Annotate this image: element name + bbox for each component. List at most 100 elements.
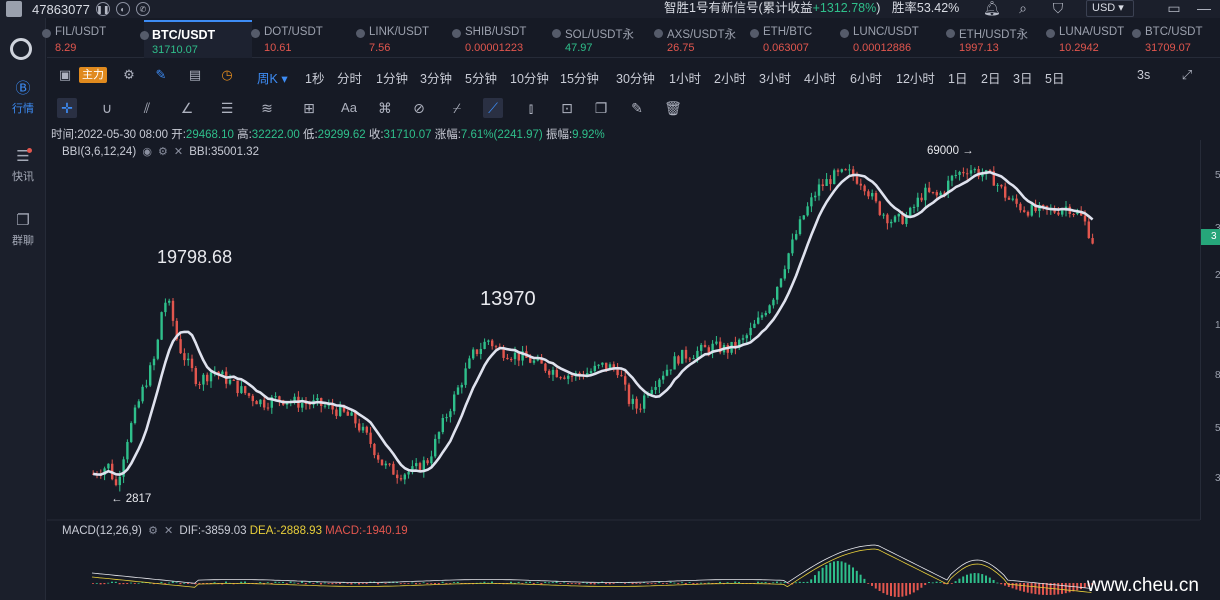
candle-body bbox=[415, 463, 418, 467]
phone-icon[interactable]: ✆ bbox=[135, 2, 150, 16]
clock-icon[interactable]: ◷ bbox=[221, 67, 233, 82]
interval-item[interactable]: 5分钟 bbox=[465, 72, 497, 86]
macd-bar bbox=[814, 575, 816, 583]
candle-body bbox=[878, 201, 881, 215]
interval-item[interactable]: 分时 bbox=[337, 72, 363, 86]
candle-body bbox=[274, 396, 277, 398]
price-chart[interactable] bbox=[47, 0, 1200, 600]
macd-bar bbox=[624, 583, 626, 584]
pattern-icon[interactable]: ⟋ bbox=[483, 98, 503, 118]
candle-body bbox=[183, 353, 186, 361]
candle-body bbox=[1076, 212, 1079, 215]
interval-weekly[interactable]: 周K ▾ bbox=[257, 72, 288, 86]
macd-bar bbox=[810, 579, 813, 583]
search-icon[interactable]: ⌕ bbox=[1019, 0, 1027, 16]
candle-body bbox=[1030, 204, 1033, 216]
candle-body bbox=[791, 239, 794, 254]
macd-bar bbox=[760, 582, 763, 584]
interval-item[interactable]: 2日 bbox=[981, 72, 1001, 86]
crosshair-icon[interactable]: ✛ bbox=[57, 98, 77, 118]
macd-bar bbox=[681, 582, 683, 584]
wave-icon[interactable]: ≋ bbox=[261, 100, 273, 116]
candle-body bbox=[411, 466, 414, 472]
nav-item-news[interactable]: ☰ 快讯 bbox=[12, 148, 34, 183]
trendline-icon[interactable]: ⫽ bbox=[143, 100, 151, 116]
candle-body bbox=[616, 367, 619, 376]
interval-item[interactable]: 1分钟 bbox=[376, 72, 408, 86]
settings-icon[interactable]: ⚙ bbox=[148, 525, 158, 537]
macd-bar bbox=[244, 581, 246, 583]
drawing-toolbar: ✛ ∪ ⫽ ∠ ☰ ≋ ⊞ Aa ⌘ ⊘ ⌿ ⟋ ⫾ ⊡ ❐ ✎ 🗑︎ bbox=[47, 94, 1220, 122]
avatar[interactable] bbox=[6, 1, 22, 17]
bbi-value: BBI:35001.32 bbox=[189, 146, 259, 158]
interval-item[interactable]: 12小时 bbox=[896, 72, 935, 86]
sound-icon[interactable]: ◐ bbox=[115, 2, 130, 16]
close-icon[interactable]: ✕ bbox=[173, 146, 184, 158]
candle-body bbox=[323, 405, 327, 407]
ticker-btc-usdt[interactable]: BTC/USDT 31710.07 bbox=[140, 20, 252, 58]
brush-icon[interactable]: ⌘ bbox=[378, 100, 392, 116]
interval-item[interactable]: 4小时 bbox=[804, 72, 836, 86]
trash-icon[interactable]: 🗑︎ bbox=[664, 100, 682, 116]
nav-item-chat[interactable]: ❐ 群聊 bbox=[12, 212, 34, 247]
interval-item[interactable]: 3日 bbox=[1013, 72, 1033, 86]
nav-item-market[interactable]: Ⓑ 行情 bbox=[12, 80, 34, 115]
window-icon[interactable]: ▭ bbox=[1167, 0, 1181, 16]
copy-icon[interactable]: ❐ bbox=[594, 100, 608, 116]
ruler-icon[interactable]: ⌿ bbox=[452, 100, 462, 116]
signal-notice[interactable]: 智胜1号有新信号(累计收益+1312.78%) 胜率53.42% bbox=[664, 1, 960, 15]
interval-item[interactable]: 6小时 bbox=[850, 72, 882, 86]
candle-body bbox=[517, 352, 520, 361]
interval-item[interactable]: 2小时 bbox=[714, 72, 746, 86]
candle-body bbox=[741, 338, 745, 340]
eye-icon[interactable]: ◉ bbox=[142, 146, 152, 158]
macd-bar bbox=[160, 581, 163, 583]
macd-bar bbox=[943, 583, 946, 585]
refresh-rate[interactable]: 3s bbox=[1137, 68, 1151, 82]
angle-icon[interactable]: ∠ bbox=[180, 100, 194, 116]
draw-pen-icon[interactable]: ✎ bbox=[155, 67, 167, 82]
calendar-icon[interactable]: ▤ bbox=[188, 67, 202, 82]
macd-bar bbox=[1072, 583, 1075, 592]
ticker-symbol: SOL/USDT永 bbox=[565, 29, 635, 41]
change-value: 7.61%(2241.97) bbox=[460, 129, 543, 141]
interval-item[interactable]: 5日 bbox=[1045, 72, 1065, 86]
macd-legend: MACD(12,26,9) ⚙ ✕ DIF:-3859.03 DEA:-2888.… bbox=[62, 524, 408, 537]
minimize-icon[interactable]: — bbox=[1197, 0, 1211, 16]
interval-item[interactable]: 3小时 bbox=[759, 72, 791, 86]
interval-item[interactable]: 15分钟 bbox=[560, 72, 599, 86]
currency-select[interactable]: USD ▾ bbox=[1086, 0, 1134, 17]
coin-icon bbox=[1132, 29, 1141, 38]
macd-bar bbox=[422, 582, 425, 584]
macd-bar bbox=[958, 578, 961, 583]
shirt-icon[interactable]: ⛉ bbox=[1052, 0, 1064, 16]
pause-icon[interactable]: ❚❚ bbox=[95, 2, 110, 16]
horizontal-lines-icon[interactable]: ☰ bbox=[220, 100, 234, 116]
macd-bar bbox=[1030, 583, 1033, 594]
interval-item[interactable]: 30分钟 bbox=[616, 72, 655, 86]
interval-item[interactable]: 1日 bbox=[948, 72, 968, 86]
candle-body bbox=[605, 362, 608, 370]
measure-icon[interactable]: ⊞ bbox=[303, 100, 315, 116]
eraser-icon[interactable]: ⊘ bbox=[413, 100, 425, 116]
chart-type-icon[interactable]: ▣ bbox=[58, 67, 72, 82]
bell-icon[interactable]: 🔔︎ bbox=[983, 0, 1001, 16]
candle-icon[interactable]: ⫾ bbox=[528, 100, 534, 116]
main-force-badge[interactable]: 主力 bbox=[79, 67, 107, 83]
interval-item[interactable]: 1小时 bbox=[669, 72, 701, 86]
close-icon[interactable]: ✕ bbox=[163, 525, 174, 537]
macd-bar bbox=[859, 574, 862, 583]
magnet-icon[interactable]: ∪ bbox=[101, 100, 113, 116]
text-tool-icon[interactable]: Aa bbox=[341, 100, 357, 115]
edit-icon[interactable]: ✎ bbox=[631, 100, 643, 116]
fullscreen-icon[interactable]: ⤢ bbox=[1181, 67, 1193, 82]
interval-item[interactable]: 1秒 bbox=[305, 72, 325, 86]
settings-icon[interactable]: ⚙ bbox=[157, 146, 168, 158]
interval-item[interactable]: 3分钟 bbox=[420, 72, 452, 86]
indicator-icon[interactable]: ⚙ bbox=[123, 67, 135, 82]
macd-bar bbox=[947, 583, 949, 584]
lock-icon[interactable]: ⊡ bbox=[561, 100, 573, 116]
interval-item[interactable]: 10分钟 bbox=[510, 72, 549, 86]
candle-body bbox=[601, 362, 604, 365]
candle-body bbox=[1057, 212, 1060, 215]
